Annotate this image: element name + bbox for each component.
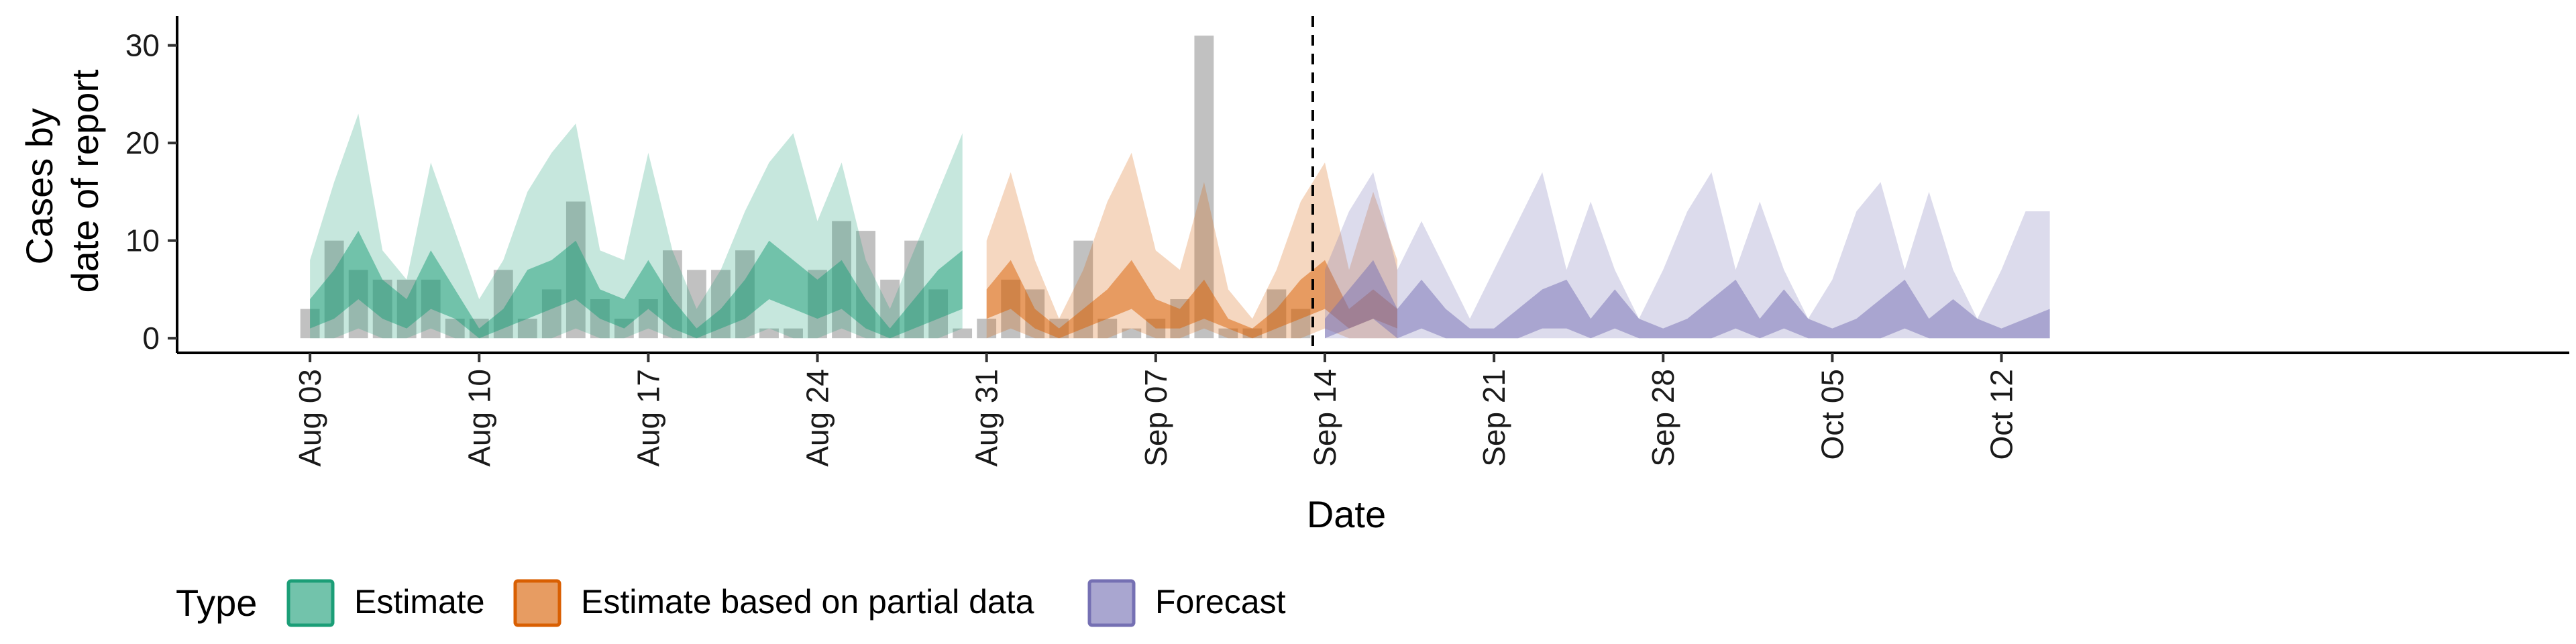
y-axis-title-line-2: date of report (64, 69, 106, 293)
x-tick-label: Aug 31 (969, 369, 1004, 467)
x-tick-label: Sep 28 (1646, 369, 1680, 467)
axes: 0 10 20 30 Aug 03 Aug 10 Aug 17 Aug 24 Aug 31 Se… (125, 16, 2569, 467)
x-tick-label: Aug 17 (631, 369, 665, 467)
x-tick-label: Oct 12 (1984, 369, 2019, 460)
legend-swatch-estimate-based-on-partial-data (513, 579, 561, 627)
x-tick-label: Sep 14 (1307, 369, 1342, 467)
y-tick-label: 20 (125, 125, 160, 160)
estimate-inner-band (310, 231, 963, 339)
reported-cases-bar (953, 328, 973, 339)
reported-cases-bar (517, 319, 537, 339)
reported-cases-bar (784, 328, 803, 339)
legend-label-estimate: Estimate (354, 583, 485, 621)
y-ticks: 0 10 20 30 (125, 28, 177, 356)
legend-entries: Estimate Estimate based on partial data Fo… (286, 579, 1286, 627)
y-axis-title: Cases by date of report (18, 69, 106, 293)
y-axis-title-line-1: Cases by (18, 108, 60, 264)
x-tick-label: Aug 24 (800, 369, 835, 467)
x-tick-label: Sep 21 (1477, 369, 1511, 467)
reported-cases-bar (1097, 319, 1118, 339)
legend-label-forecast: Forecast (1155, 583, 1286, 621)
reported-cases-bar (977, 319, 997, 339)
x-tick-label: Aug 10 (462, 369, 496, 467)
estimate-based-on-partial-data-inner-band (986, 260, 1397, 339)
y-tick-label: 0 (142, 321, 160, 356)
legend: Type Estimate Estimate based on partial d… (176, 579, 1286, 627)
forecast-outer-band (1325, 172, 2050, 339)
y-tick-label: 10 (125, 223, 160, 258)
x-axis-title: Date (1307, 493, 1386, 535)
x-tick-label: Aug 03 (292, 369, 327, 467)
x-tick-label: Sep 07 (1138, 369, 1173, 467)
estimate-ribbons (310, 113, 2050, 339)
y-tick-label: 30 (125, 28, 160, 63)
legend-title: Type (176, 582, 257, 624)
legend-swatch-estimate (286, 579, 335, 627)
forecast-inner-band (1325, 260, 2050, 339)
reported-cases-bar (1122, 328, 1142, 339)
x-tick-label: Oct 05 (1815, 369, 1849, 460)
x-ticks: Aug 03 Aug 10 Aug 17 Aug 24 Aug 31 Sep 07 Sep … (292, 353, 2019, 467)
reported-cases-bar (759, 328, 779, 339)
legend-swatch-forecast (1087, 579, 1136, 627)
legend-label-estimate-based-on-partial-data: Estimate based on partial data (581, 583, 1034, 621)
reported-cases-bar (1218, 328, 1238, 339)
